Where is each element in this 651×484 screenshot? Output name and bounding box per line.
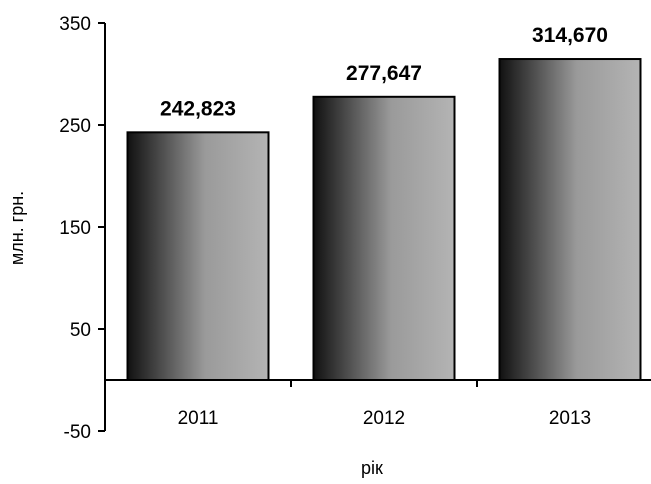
data-label-2012: 277,647 [346, 62, 422, 85]
y-tick-label: -50 [64, 422, 91, 443]
bars-group [126, 58, 642, 382]
axes-group [98, 22, 651, 432]
x-tick-label-2011: 2011 [178, 408, 219, 429]
data-label-2011: 242,823 [160, 97, 236, 120]
data-label-2013: 314,670 [532, 24, 608, 47]
x-tick-label-2013: 2013 [549, 408, 591, 429]
y-tick-label: 150 [59, 218, 91, 239]
bar-2011 [126, 131, 270, 381]
bar-2013 [498, 58, 642, 382]
y-tick-label: 250 [59, 116, 91, 137]
x-axis-title: рік [361, 458, 383, 478]
bar-2012 [312, 95, 456, 382]
y-axis-title: млн. грн. [7, 191, 27, 265]
y-tick-label: 50 [70, 320, 91, 341]
labels-group: 350 250 150 50 -50 242,823 2011 277,647 2012 314,… [59, 14, 608, 443]
x-tick-label-2012: 2012 [363, 408, 405, 429]
y-tick-label: 350 [59, 14, 91, 35]
